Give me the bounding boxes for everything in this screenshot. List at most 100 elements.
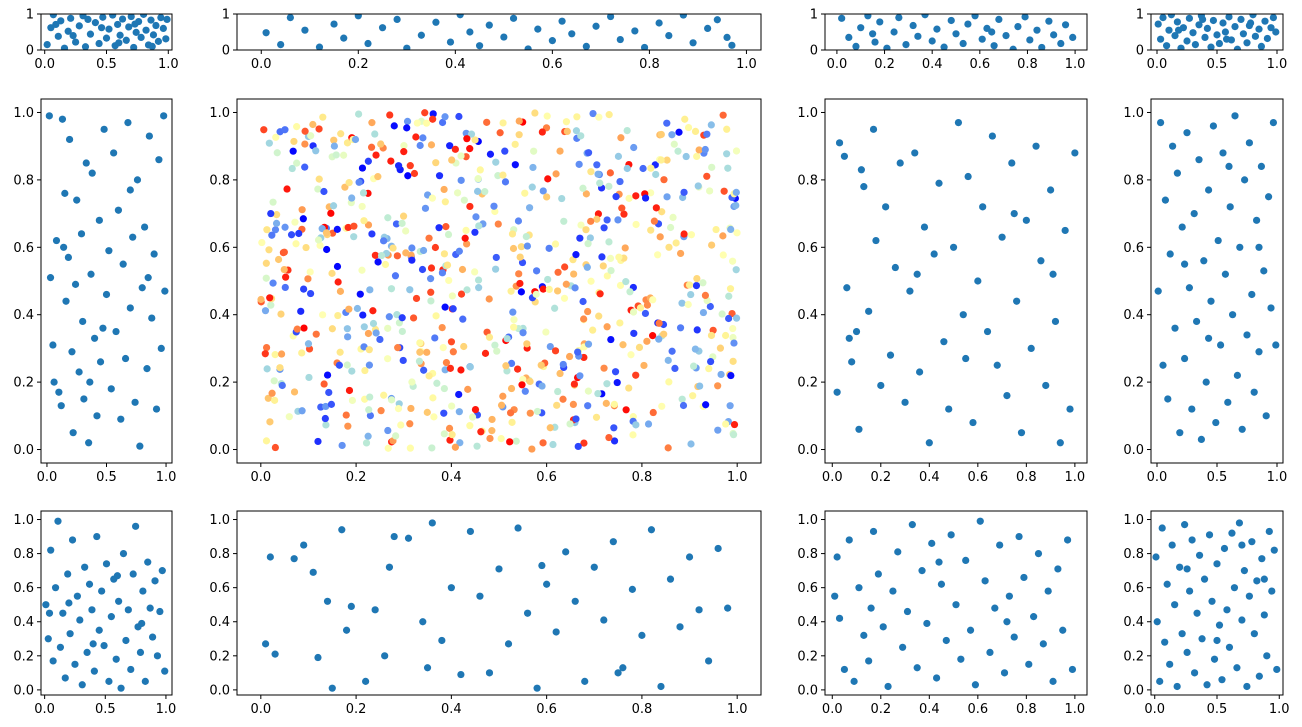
data-point [572,251,580,259]
data-point [266,553,274,561]
data-point [652,204,660,212]
data-point [359,311,367,319]
data-point [348,367,356,375]
data-point [1044,587,1052,595]
x-tick-label: 0.0 [37,470,58,485]
data-point [52,236,61,245]
data-point [518,381,526,389]
data-point [1251,32,1259,40]
data-point [554,268,562,276]
data-point [360,217,368,225]
data-point [360,343,368,351]
data-point [52,20,60,29]
data-point [1045,17,1053,25]
data-point [1241,176,1249,184]
data-point [1214,236,1222,245]
data-point [503,335,511,343]
data-point [95,39,103,48]
x-tick-label: 0.4 [919,470,940,485]
data-point [1000,669,1009,677]
data-point [543,580,551,588]
data-point [632,220,640,229]
data-point [105,25,113,33]
data-point [64,253,72,262]
data-point [435,224,443,232]
data-point [1260,267,1268,275]
data-point [576,234,584,242]
data-point [1250,388,1258,396]
panel-top-3: 0.0 0.2 0.4 0.6 0.8 1.0 0 1 [810,8,1088,72]
data-point [1231,112,1239,120]
data-point [687,440,695,448]
data-point [580,315,588,323]
data-point [716,344,725,352]
data-point [143,365,151,373]
data-point [309,568,317,576]
data-point [301,26,309,34]
data-point [1235,519,1244,527]
data-point [1156,677,1164,685]
data-point [1228,529,1236,537]
data-point [1269,118,1277,127]
data-point [448,292,456,300]
points-bot-2 [261,519,732,692]
data-point [61,189,69,197]
data-point [425,234,433,242]
data-point [464,385,472,393]
data-point [575,160,583,168]
data-point [336,287,345,295]
data-point [118,15,127,23]
data-point [42,601,50,609]
axes-frame [824,510,1088,696]
data-point [895,14,903,22]
data-point [1173,682,1181,691]
data-point [334,278,342,286]
data-point [466,363,474,371]
x-tick-label: 1.0 [158,57,179,72]
data-point [831,592,839,600]
data-point [427,288,435,296]
data-point [58,115,67,123]
data-point [1269,14,1277,22]
data-point [606,169,614,177]
data-point [131,20,139,28]
data-point [678,395,686,403]
x-tick-label: 0.2 [874,57,895,72]
data-point [345,386,354,395]
data-point [457,366,465,374]
data-point [589,109,597,118]
data-point [1255,25,1263,33]
data-point [514,365,522,373]
data-point [278,381,286,390]
data-point [343,139,352,147]
data-point [1199,15,1207,23]
x-tick-label: 0.4 [919,702,940,717]
data-point [1255,348,1263,356]
data-point [432,159,440,167]
data-point [1159,14,1167,22]
data-point [281,283,289,292]
data-point [680,230,688,238]
data-point [835,614,844,622]
data-point [386,111,394,119]
data-point [643,301,652,309]
data-point [614,152,623,160]
data-point [1258,555,1266,563]
data-point [519,375,527,384]
data-point [548,37,556,45]
data-point [139,14,148,18]
data-point [422,119,431,127]
data-point [1161,196,1169,204]
data-point [1039,640,1047,648]
data-point [690,362,698,370]
data-point [265,246,273,254]
data-point [107,385,115,393]
data-point [355,178,363,186]
data-point [1037,257,1045,265]
data-point [729,431,738,439]
data-point [416,141,424,150]
data-point [271,226,280,234]
points-mid-4 [1154,112,1280,444]
data-point [676,623,684,631]
